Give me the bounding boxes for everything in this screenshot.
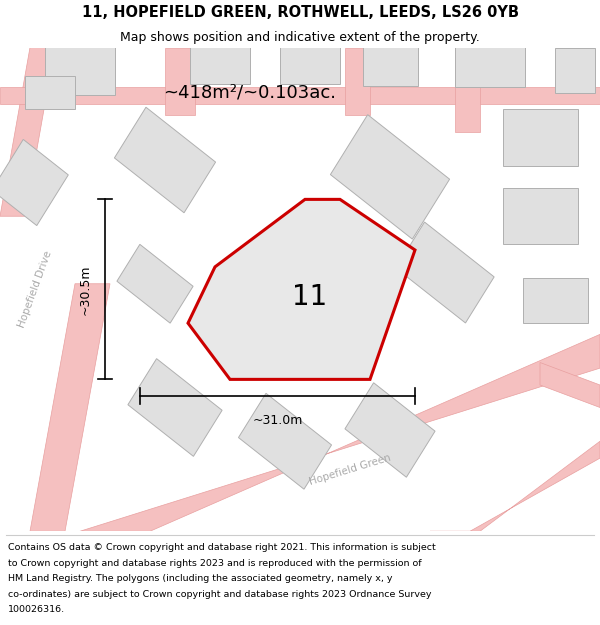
Text: to Crown copyright and database rights 2023 and is reproduced with the permissio: to Crown copyright and database rights 2…	[8, 559, 421, 568]
Polygon shape	[0, 139, 68, 226]
Polygon shape	[362, 43, 418, 86]
Text: Contains OS data © Crown copyright and database right 2021. This information is : Contains OS data © Crown copyright and d…	[8, 543, 436, 552]
Polygon shape	[238, 393, 332, 489]
Polygon shape	[455, 42, 525, 87]
Polygon shape	[331, 114, 449, 239]
Polygon shape	[30, 284, 110, 531]
Polygon shape	[345, 382, 435, 478]
Polygon shape	[555, 48, 595, 92]
Text: HM Land Registry. The polygons (including the associated geometry, namely x, y: HM Land Registry. The polygons (includin…	[8, 574, 392, 583]
Text: 100026316.: 100026316.	[8, 605, 65, 614]
Polygon shape	[165, 48, 195, 115]
Text: 11: 11	[292, 282, 328, 311]
Polygon shape	[25, 76, 75, 109]
Polygon shape	[190, 45, 250, 84]
Text: Map shows position and indicative extent of the property.: Map shows position and indicative extent…	[120, 31, 480, 44]
Polygon shape	[115, 107, 215, 212]
Polygon shape	[396, 222, 494, 323]
Polygon shape	[80, 334, 600, 531]
Text: Hopefield Green: Hopefield Green	[308, 452, 392, 486]
Polygon shape	[523, 278, 587, 323]
Polygon shape	[345, 48, 370, 115]
Polygon shape	[280, 45, 340, 84]
Polygon shape	[188, 199, 415, 379]
Text: ~30.5m: ~30.5m	[79, 264, 91, 314]
Polygon shape	[0, 48, 55, 216]
Polygon shape	[455, 48, 480, 132]
Text: 11, HOPEFIELD GREEN, ROTHWELL, LEEDS, LS26 0YB: 11, HOPEFIELD GREEN, ROTHWELL, LEEDS, LS…	[82, 6, 518, 21]
Polygon shape	[128, 359, 222, 456]
Text: ~31.0m: ~31.0m	[253, 414, 302, 428]
Text: co-ordinates) are subject to Crown copyright and database rights 2023 Ordnance S: co-ordinates) are subject to Crown copyr…	[8, 590, 431, 599]
Polygon shape	[45, 45, 115, 95]
Polygon shape	[540, 362, 600, 408]
Polygon shape	[0, 87, 600, 104]
Polygon shape	[117, 244, 193, 323]
Text: Hopefield Drive: Hopefield Drive	[16, 249, 53, 329]
Polygon shape	[503, 188, 577, 244]
Text: ~418m²/~0.103ac.: ~418m²/~0.103ac.	[163, 84, 337, 101]
Polygon shape	[430, 441, 600, 531]
Polygon shape	[503, 109, 577, 166]
